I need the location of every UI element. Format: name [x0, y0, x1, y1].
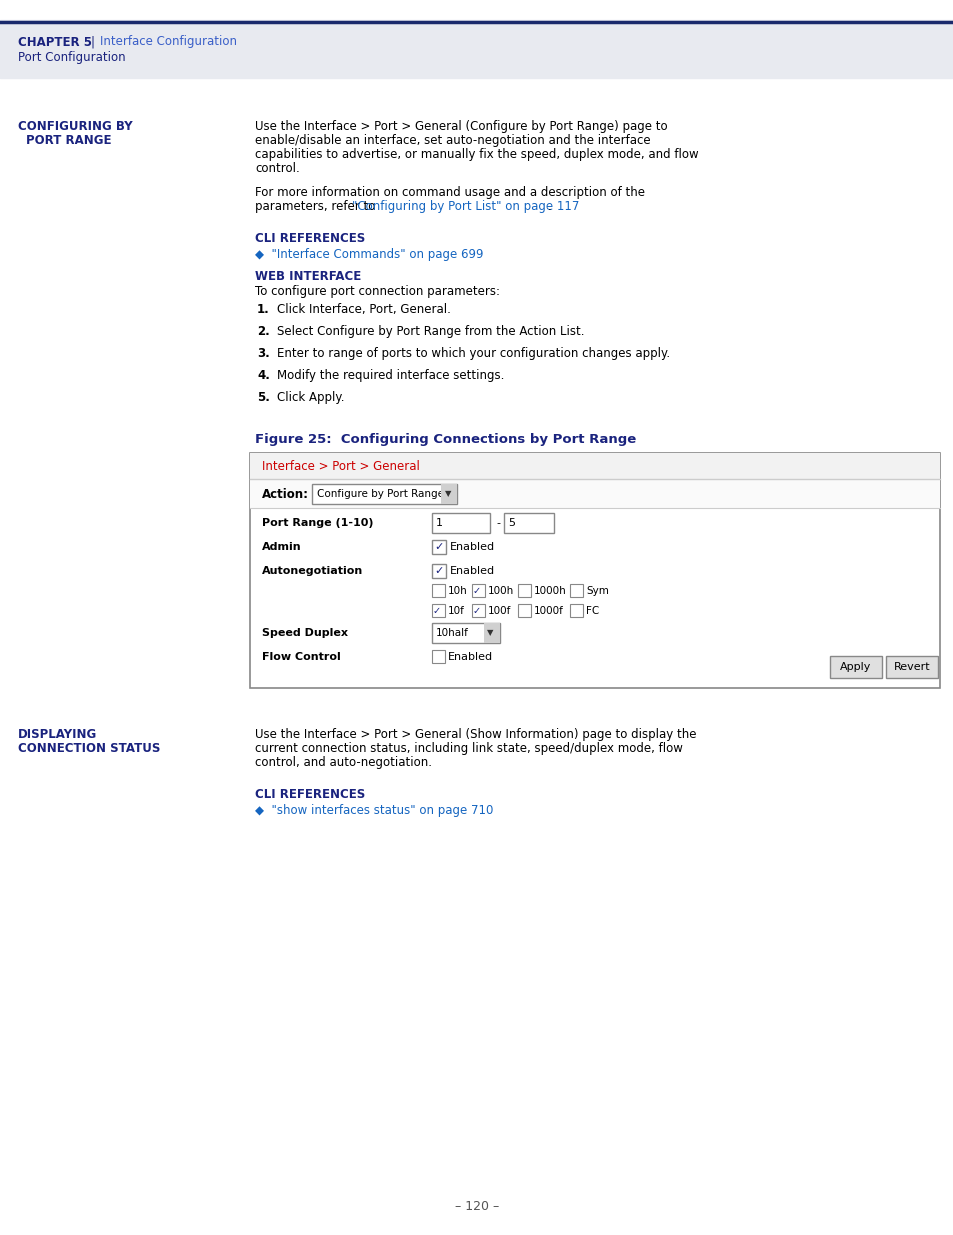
Bar: [432, 513, 490, 534]
Text: Select Configure by Port Range from the Action List.: Select Configure by Port Range from the …: [276, 325, 584, 338]
Text: CONFIGURING BY: CONFIGURING BY: [18, 120, 132, 133]
Text: 10half: 10half: [436, 629, 468, 638]
Text: current connection status, including link state, speed/duplex mode, flow: current connection status, including lin…: [254, 742, 682, 755]
Text: CHAPTER 5: CHAPTER 5: [18, 36, 91, 48]
Bar: [0, 20, 953, 78]
Text: .: .: [547, 200, 551, 212]
Text: Interface Configuration: Interface Configuration: [100, 36, 236, 48]
Bar: [569, 604, 582, 618]
Text: Click Interface, Port, General.: Click Interface, Port, General.: [276, 303, 451, 316]
Text: ◆  "Interface Commands" on page 699: ◆ "Interface Commands" on page 699: [254, 248, 483, 261]
Text: ✓: ✓: [434, 542, 443, 552]
Text: PORT RANGE: PORT RANGE: [26, 135, 112, 147]
Text: ✓: ✓: [473, 585, 480, 597]
Text: Autonegotiation: Autonegotiation: [262, 566, 363, 576]
Text: 5: 5: [507, 517, 515, 529]
Text: Use the Interface > Port > General (Show Information) page to display the: Use the Interface > Port > General (Show…: [254, 727, 696, 741]
Bar: [432, 650, 444, 663]
Bar: [432, 540, 446, 555]
Text: Port Configuration: Port Configuration: [18, 52, 126, 64]
Text: Admin: Admin: [262, 542, 301, 552]
Text: WEB INTERFACE: WEB INTERFACE: [254, 270, 361, 283]
Text: ▼: ▼: [444, 489, 451, 499]
Bar: [440, 484, 456, 504]
Text: Enter to range of ports to which your configuration changes apply.: Enter to range of ports to which your co…: [276, 347, 669, 359]
Bar: [250, 453, 939, 479]
Bar: [432, 604, 444, 618]
Text: 10f: 10f: [448, 606, 464, 616]
Text: Enabled: Enabled: [448, 652, 493, 662]
Text: 3.: 3.: [256, 347, 270, 359]
Text: 4.: 4.: [256, 369, 270, 382]
Bar: [472, 604, 484, 618]
Text: 100f: 100f: [488, 606, 511, 616]
Text: ✓: ✓: [433, 606, 440, 616]
Text: 1: 1: [436, 517, 442, 529]
Text: To configure port connection parameters:: To configure port connection parameters:: [254, 285, 499, 298]
Bar: [517, 604, 531, 618]
Text: ◆  "show interfaces status" on page 710: ◆ "show interfaces status" on page 710: [254, 804, 493, 818]
Text: 1.: 1.: [256, 303, 270, 316]
Text: 100h: 100h: [488, 585, 514, 597]
Text: Interface > Port > General: Interface > Port > General: [262, 459, 419, 473]
Bar: [885, 656, 937, 678]
Bar: [432, 564, 446, 578]
Text: Action:: Action:: [262, 488, 309, 500]
Bar: [432, 622, 499, 643]
Text: Configure by Port Range: Configure by Port Range: [316, 489, 443, 499]
Text: Flow Control: Flow Control: [262, 652, 340, 662]
Bar: [312, 484, 456, 504]
Text: Enabled: Enabled: [450, 566, 495, 576]
Text: 1000h: 1000h: [534, 585, 566, 597]
Text: Modify the required interface settings.: Modify the required interface settings.: [276, 369, 504, 382]
Text: For more information on command usage and a description of the: For more information on command usage an…: [254, 186, 644, 199]
Text: 5.: 5.: [256, 391, 270, 404]
Text: Port Range (1-10): Port Range (1-10): [262, 517, 374, 529]
Text: Revert: Revert: [893, 662, 929, 672]
Text: ✓: ✓: [473, 606, 480, 616]
Bar: [503, 513, 554, 534]
Text: Click Apply.: Click Apply.: [276, 391, 344, 404]
Text: Use the Interface > Port > General (Configure by Port Range) page to: Use the Interface > Port > General (Conf…: [254, 120, 667, 133]
Text: control, and auto-negotiation.: control, and auto-negotiation.: [254, 756, 432, 769]
Bar: [432, 584, 444, 597]
Bar: [250, 453, 939, 688]
Text: FC: FC: [585, 606, 598, 616]
Bar: [829, 656, 882, 678]
Text: 2.: 2.: [256, 325, 270, 338]
Text: Enabled: Enabled: [450, 542, 495, 552]
Text: Apply: Apply: [840, 662, 871, 672]
Text: 10h: 10h: [448, 585, 467, 597]
Text: |: |: [90, 36, 94, 48]
Text: ▼: ▼: [486, 629, 493, 637]
Bar: [250, 480, 939, 508]
Text: control.: control.: [254, 162, 299, 175]
Text: ✓: ✓: [434, 566, 443, 576]
Text: CLI REFERENCES: CLI REFERENCES: [254, 232, 365, 245]
Bar: [472, 584, 484, 597]
Bar: [483, 622, 499, 643]
Text: parameters, refer to: parameters, refer to: [254, 200, 378, 212]
Bar: [569, 584, 582, 597]
Text: Figure 25:  Configuring Connections by Port Range: Figure 25: Configuring Connections by Po…: [254, 433, 636, 446]
Text: CLI REFERENCES: CLI REFERENCES: [254, 788, 365, 802]
Text: -: -: [496, 517, 499, 529]
Text: CONNECTION STATUS: CONNECTION STATUS: [18, 742, 160, 755]
Text: "Configuring by Port List" on page 117: "Configuring by Port List" on page 117: [352, 200, 578, 212]
Text: enable/disable an interface, set auto-negotiation and the interface: enable/disable an interface, set auto-ne…: [254, 135, 650, 147]
Text: Speed Duplex: Speed Duplex: [262, 629, 348, 638]
Text: capabilities to advertise, or manually fix the speed, duplex mode, and flow: capabilities to advertise, or manually f…: [254, 148, 698, 161]
Text: Sym: Sym: [585, 585, 608, 597]
Bar: [517, 584, 531, 597]
Text: – 120 –: – 120 –: [455, 1200, 498, 1214]
Text: DISPLAYING: DISPLAYING: [18, 727, 97, 741]
Text: 1000f: 1000f: [534, 606, 563, 616]
